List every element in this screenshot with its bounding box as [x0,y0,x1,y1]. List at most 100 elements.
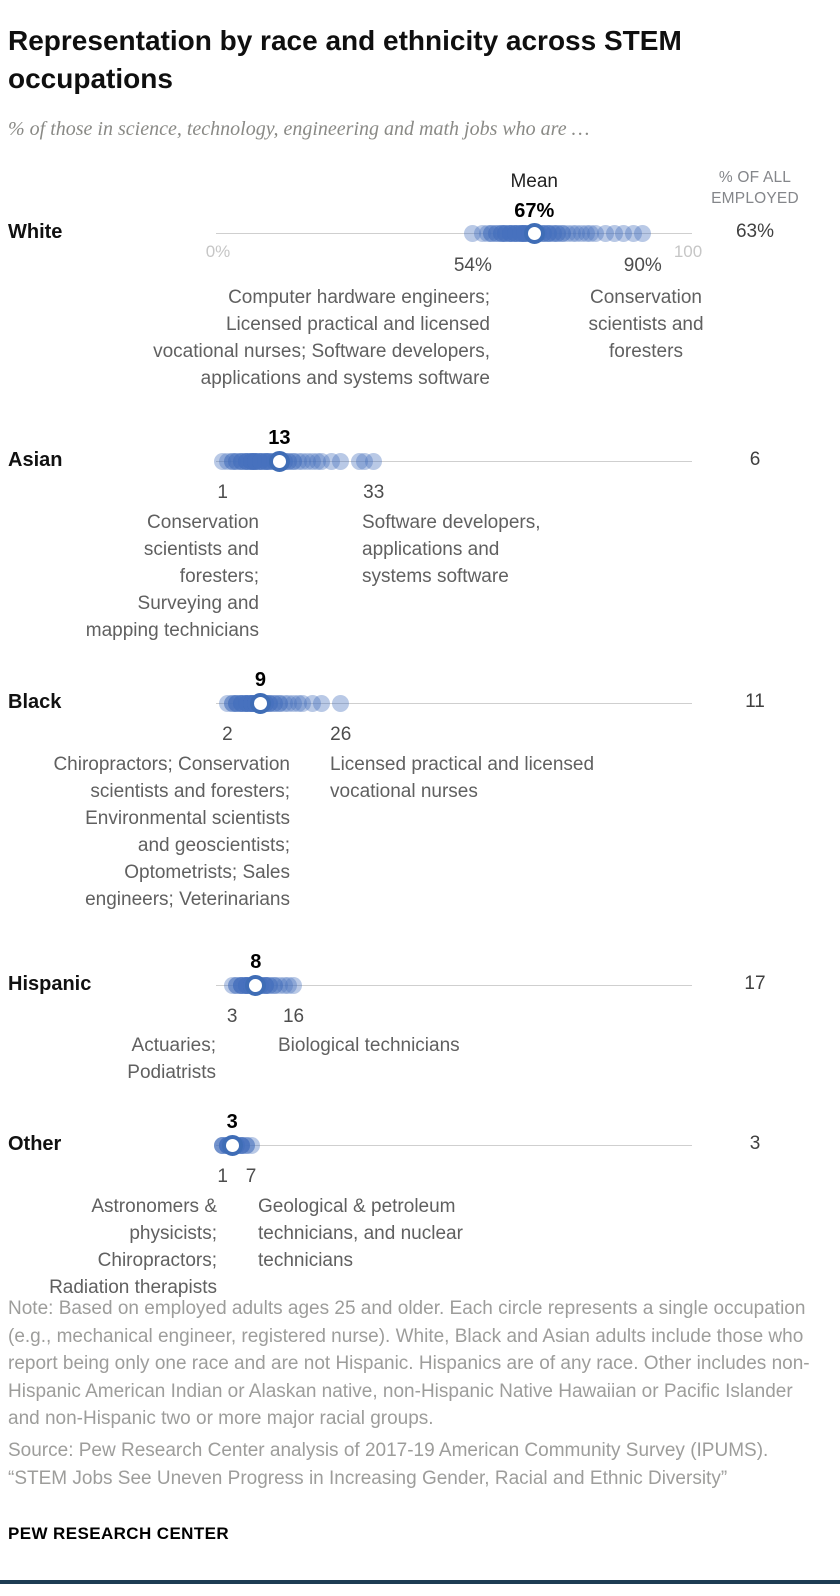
occupation-dot [242,452,260,470]
occupation-dot [506,224,524,242]
max-occupations-label: Biological technicians [278,1035,460,1056]
occupation-dot [554,224,572,242]
occupation-dot [473,224,491,242]
occupation-dot [228,976,246,994]
occupation-dot [266,976,284,994]
occupation-dot [233,452,251,470]
occupation-dot [266,694,284,712]
occupation-dot [228,694,246,712]
occupation-dot [280,694,298,712]
occupation-dot [487,224,505,242]
occupation-dot [502,224,520,242]
pct-employed-value: 3 [749,1133,761,1154]
mean-marker [249,692,271,714]
pct-employed-value: 63% [735,221,775,242]
note-text: Note: Based on employed adults ages 25 a… [8,1298,810,1429]
pct-employed-column-header: % OF ALL EMPLOYED [711,169,799,207]
mean-value-label: 3 [226,1111,238,1133]
occupation-dot [634,224,652,242]
occupation-dot [233,452,251,470]
occupation-dot [266,976,284,994]
occupation-dot [237,452,255,470]
occupation-dot [280,976,298,994]
occupation-dot [275,694,293,712]
min-occupations-label: Computer hardware engineers; Licensed pr… [153,287,490,389]
occupation-dot [270,694,288,712]
axis-line [216,461,692,462]
category-label: Other [8,1133,62,1155]
occupation-dot [492,224,510,242]
occupation-dot [596,224,614,242]
max-value-label: 16 [282,1006,305,1027]
occupation-dot [549,224,567,242]
occupation-dot [233,694,251,712]
occupation-dot [218,452,236,470]
max-occupations-label: Software developers, applications and sy… [362,512,541,587]
occupation-dot [506,224,524,242]
min-occupations-label: Astronomers & physicists; Chiropractors;… [49,1196,217,1298]
occupation-dot [313,694,331,712]
occupation-dot [228,976,246,994]
mean-marker [523,222,545,244]
occupation-dot [332,452,350,470]
occupation-dot [223,976,241,994]
axis-tick-label: 100 [673,242,703,261]
occupation-dot [605,224,623,242]
occupation-dot [218,694,236,712]
occupation-dot [223,694,241,712]
occupation-dot [577,224,595,242]
occupation-dot [492,224,510,242]
page-title: Representation by race and ethnicity acr… [8,25,682,94]
occupation-dot [233,694,251,712]
occupation-dot [247,452,265,470]
occupation-dot [624,224,642,242]
mean-annotation: Mean [510,171,558,192]
occupation-dot [242,452,260,470]
source-text: Source: Pew Research Center analysis of … [8,1440,769,1489]
pct-employed-value: 17 [744,973,766,994]
occupation-dot [242,1136,260,1154]
occupation-dot [483,224,501,242]
occupation-dot [299,452,317,470]
occupation-dot [270,976,288,994]
occupation-dot [502,224,520,242]
chart-subtitle: % of those in science, technology, engin… [8,118,590,140]
axis-tick-label: 0% [205,242,231,261]
occupation-dot [582,224,600,242]
occupation-dot [332,694,350,712]
occupation-dot [237,452,255,470]
occupation-dot [464,224,482,242]
min-value-label: 54% [453,255,492,276]
max-value-label: 26 [330,724,352,745]
occupation-dot [233,452,251,470]
occupation-dot [506,224,524,242]
occupation-dot [572,224,590,242]
max-value-label: 90% [623,255,662,276]
occupation-dot [237,452,255,470]
occupation-dot [270,694,288,712]
min-occupations-label: Actuaries; Podiatrists [127,1035,216,1083]
occupation-dot [563,224,581,242]
occupation-dot [322,452,340,470]
occupation-dot [492,224,510,242]
min-occupations-label: Conservation scientists and foresters; S… [85,512,259,641]
occupation-dot [223,452,241,470]
category-label: Asian [8,449,63,471]
occupation-dot [554,224,572,242]
occupation-dot [294,452,312,470]
pct-employed-value: 11 [745,691,765,712]
max-value-label: 7 [245,1166,257,1187]
occupation-dot [266,694,284,712]
occupation-dot [228,694,246,712]
axis-line [216,985,692,986]
axis-line [216,703,692,704]
occupation-dot [289,452,307,470]
min-value-label: 1 [217,1166,229,1187]
occupation-dot [544,224,562,242]
occupation-dot [251,452,269,470]
occupation-dot [355,452,373,470]
mean-value-label: 13 [268,427,291,449]
mean-marker [245,974,267,996]
